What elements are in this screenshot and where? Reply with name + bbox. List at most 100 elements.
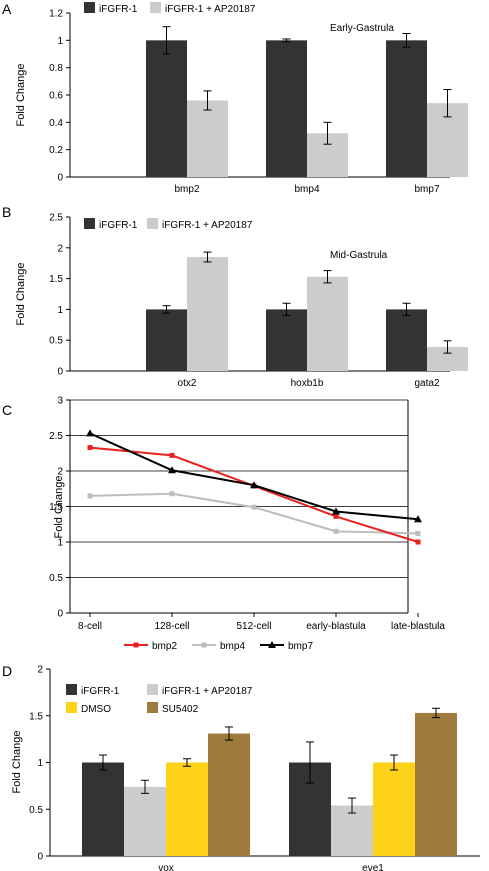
data-point — [169, 452, 175, 458]
x-tick-label: 8-cell — [78, 621, 102, 632]
y-tick-label: 2 — [37, 665, 43, 676]
bar — [266, 40, 307, 178]
y-tick-label: 2.5 — [49, 213, 63, 224]
bar — [386, 309, 427, 371]
y-axis-label: Fold Change — [15, 64, 27, 127]
y-tick-label: 0 — [57, 609, 63, 620]
y-tick-label: 0.2 — [49, 145, 63, 156]
legend-swatch — [66, 702, 77, 713]
y-tick-label: 0.5 — [29, 805, 43, 816]
y-tick-label: 0.8 — [49, 63, 63, 74]
data-point — [168, 466, 176, 474]
data-point — [333, 528, 339, 534]
legend-marker — [201, 642, 207, 648]
bar — [307, 276, 348, 371]
legend-swatch — [147, 684, 158, 695]
y-axis-label: Fold Change — [15, 263, 27, 326]
legend-swatch — [147, 702, 158, 713]
x-tick-label: vox — [158, 863, 174, 871]
data-point — [333, 513, 339, 519]
y-tick-label: 1 — [57, 305, 63, 316]
legend-label: bmp7 — [288, 641, 313, 652]
legend-label: SU5402 — [162, 704, 199, 715]
data-point — [332, 507, 340, 515]
data-point — [250, 481, 258, 489]
bar — [208, 733, 250, 856]
data-point — [87, 493, 93, 499]
x-tick-label: 512-cell — [236, 621, 271, 632]
legend-marker — [268, 641, 276, 648]
y-axis-label: Fold Change — [53, 476, 65, 539]
bar — [82, 762, 124, 856]
data-point — [86, 429, 94, 437]
y-tick-label: 1 — [57, 538, 63, 549]
y-tick-label: 0 — [57, 367, 63, 378]
bar — [187, 257, 228, 371]
legend-label: iFGFR-1 + AP20187 — [162, 220, 253, 231]
y-tick-label: 2.5 — [49, 431, 63, 442]
legend-label: iFGFR-1 + AP20187 — [165, 4, 256, 15]
y-tick-label: 3 — [57, 396, 63, 407]
y-tick-label: 1.5 — [29, 711, 43, 722]
x-tick-label: eve1 — [362, 863, 384, 871]
legend-swatch — [66, 684, 77, 695]
data-point — [169, 491, 175, 497]
y-tick-label: 0.4 — [49, 118, 63, 129]
legend-label: bmp4 — [220, 641, 245, 652]
x-tick-label: 128-cell — [154, 621, 189, 632]
bar — [331, 805, 373, 856]
y-tick-label: 0 — [37, 852, 43, 863]
legend-label: iFGFR-1 + AP20187 — [162, 686, 253, 697]
x-tick-label: bmp2 — [174, 184, 199, 195]
legend-swatch — [84, 218, 95, 229]
data-point — [415, 530, 421, 536]
y-tick-label: 1.5 — [49, 274, 63, 285]
y-tick-label: 1.2 — [49, 9, 63, 20]
legend-label: DMSO — [81, 704, 111, 715]
legend-swatch — [84, 2, 95, 13]
data-point — [415, 539, 421, 545]
legend-label: iFGFR-1 — [99, 4, 138, 15]
panel-label-b: B — [2, 204, 11, 220]
panel-label-c: C — [2, 402, 12, 418]
y-tick-label: 0.5 — [49, 573, 63, 584]
y-tick-label: 2 — [57, 243, 63, 254]
y-tick-label: 0 — [57, 173, 63, 184]
data-point — [414, 515, 422, 523]
x-tick-label: gata2 — [414, 378, 439, 389]
y-tick-label: 0.6 — [49, 91, 63, 102]
bar — [166, 762, 208, 856]
annotation-label: Early-Gastrula — [330, 23, 394, 34]
x-tick-label: late-blastula — [391, 621, 445, 632]
bar — [187, 100, 228, 177]
bar — [415, 712, 457, 856]
legend-swatch — [147, 218, 158, 229]
panel-label-d: D — [2, 663, 12, 679]
y-tick-label: 0.5 — [49, 336, 63, 347]
y-axis-label: Fold Change — [11, 731, 23, 794]
data-point — [87, 445, 93, 451]
x-tick-label: bmp4 — [294, 184, 319, 195]
bar — [373, 762, 415, 856]
bar — [146, 309, 187, 371]
x-tick-label: bmp7 — [414, 184, 439, 195]
legend-label: iFGFR-1 — [81, 686, 120, 697]
legend-label: iFGFR-1 — [99, 220, 138, 231]
data-point — [251, 504, 257, 510]
y-tick-label: 2 — [57, 467, 63, 478]
bar — [124, 786, 166, 856]
bar — [266, 309, 307, 371]
x-tick-label: early-blastula — [306, 621, 366, 632]
y-tick-label: 1 — [57, 36, 63, 47]
legend-swatch — [150, 2, 161, 13]
y-tick-label: 1.5 — [49, 502, 63, 513]
legend-label: bmp2 — [152, 641, 177, 652]
legend-marker — [133, 642, 139, 648]
x-tick-label: otx2 — [178, 378, 197, 389]
bar — [146, 40, 187, 178]
bar — [386, 40, 427, 178]
panel-label-a: A — [2, 1, 12, 17]
annotation-label: Mid-Gastrula — [330, 250, 388, 261]
y-tick-label: 1 — [37, 758, 43, 769]
